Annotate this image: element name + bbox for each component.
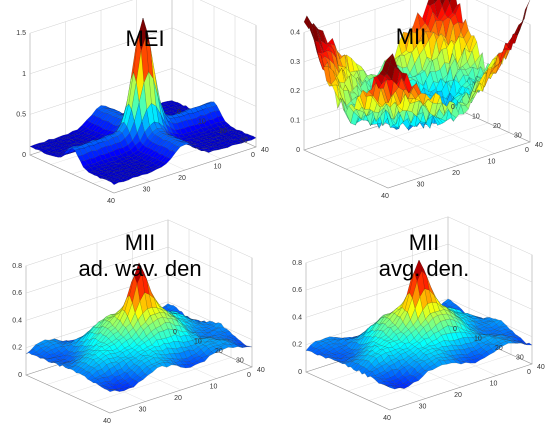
- x-tick-label: 20: [452, 170, 460, 177]
- ticks: 0 0.2 0.4 0.6 0.8 40 30 20 10 0 0 10 20 30 40: [12, 263, 265, 425]
- z-tick-label: 0.2: [292, 342, 302, 349]
- z-tick-label: 0.4: [12, 317, 22, 324]
- z-tick-label: 1: [22, 71, 26, 78]
- y-tick-label: 40: [257, 367, 265, 374]
- surface: [29, 17, 257, 185]
- z-tick-label: 0: [22, 152, 26, 159]
- panel-title: MII: [396, 24, 427, 49]
- panel-mii-avg: 0 0.2 0.4 0.6 0.8 40 30 20 10 0 0 10 20 30 40 MII avg.…: [292, 216, 545, 422]
- y-tick-label: 30: [514, 133, 522, 140]
- grid-line: [368, 354, 512, 401]
- z-tick-label: 0.3: [290, 59, 300, 66]
- y-tick-label: 40: [537, 364, 545, 371]
- x-tick-label: 30: [417, 182, 425, 189]
- z-tick-label: 0.2: [12, 345, 22, 352]
- surface-patch: [386, 385, 396, 390]
- surface: [305, 259, 533, 390]
- z-tick-label: 0: [296, 147, 300, 154]
- surface: [303, 0, 531, 131]
- y-tick-label: 30: [240, 138, 248, 145]
- z-tick-label: 0.6: [292, 287, 302, 294]
- z-tick-label: 0: [298, 369, 302, 376]
- x-tick-label: 20: [454, 392, 462, 399]
- grid-line: [345, 122, 489, 170]
- y-tick-label: 10: [198, 119, 206, 126]
- z-tick-label: 0.5: [16, 111, 26, 118]
- x-tick-label: 30: [419, 404, 427, 411]
- x-tick-label: 0: [247, 372, 251, 379]
- z-tick-label: 0: [18, 372, 22, 379]
- z-tick-label: 1.5: [16, 30, 26, 37]
- panel-title-line-1: MII: [125, 230, 156, 255]
- grid-line: [29, 0, 257, 34]
- panel-mii-wav: 0 0.2 0.4 0.6 0.8 40 30 20 10 0 0 10 20 30 40 MII ad. …: [12, 219, 265, 425]
- x-tick-label: 0: [251, 152, 255, 159]
- surface-patch: [433, 0, 438, 4]
- ticks: 0 0.2 0.4 0.6 0.8 40 30 20 10 0 0 10 20 30 40: [292, 260, 545, 422]
- grid-line: [303, 0, 531, 33]
- panel-title: MEI: [125, 26, 164, 51]
- x-tick-label: 40: [381, 193, 389, 200]
- surface-patch: [106, 389, 115, 392]
- ticks: 0 0.1 0.2 0.3 0.4 40 30 20 10 0 0 10 20 30 40: [290, 29, 543, 200]
- y-tick-label: 20: [215, 348, 223, 355]
- z-tick-label: 0.8: [292, 260, 302, 267]
- y-tick-label: 40: [535, 142, 543, 149]
- y-tick-label: 40: [261, 147, 269, 154]
- x-tick-label: 40: [383, 415, 391, 422]
- y-tick-label: 10: [472, 114, 480, 121]
- grid-line: [366, 132, 510, 179]
- ticks: 0 0.5 1 1.5 40 30 20 10 0 0 10 20 30 40: [16, 30, 269, 205]
- y-tick-label: 20: [495, 345, 503, 352]
- x-tick-label: 40: [107, 198, 115, 205]
- z-tick-label: 0.1: [290, 118, 300, 125]
- panel-mii: 0 0.1 0.2 0.3 0.4 40 30 20 10 0 0 10 20 30 40 MII: [290, 0, 543, 200]
- z-tick-label: 0.4: [290, 29, 300, 36]
- y-tick-label: 0: [173, 329, 177, 336]
- x-tick-label: 10: [214, 164, 222, 171]
- y-tick-label: 30: [236, 358, 244, 365]
- z-tick-label: 0.8: [12, 263, 22, 270]
- y-tick-label: 0: [453, 326, 457, 333]
- y-tick-label: 0: [451, 104, 455, 111]
- x-tick-label: 10: [490, 381, 498, 388]
- surface-patch: [384, 53, 393, 64]
- x-tick-label: 20: [178, 175, 186, 182]
- x-tick-label: 10: [210, 384, 218, 391]
- y-tick-label: 20: [493, 123, 501, 130]
- x-tick-label: 0: [527, 369, 531, 376]
- x-tick-label: 20: [174, 395, 182, 402]
- z-tick-label: 0.4: [292, 314, 302, 321]
- x-tick-label: 10: [488, 159, 496, 166]
- z-tick-label: 0.6: [12, 290, 22, 297]
- z-tick-label: 0.2: [290, 88, 300, 95]
- x-tick-label: 40: [103, 418, 111, 425]
- x-tick-label: 30: [139, 407, 147, 414]
- y-tick-label: 10: [194, 339, 202, 346]
- surface: [25, 262, 253, 392]
- y-tick-label: 20: [219, 128, 227, 135]
- panel-title-line-1: MII: [409, 230, 440, 255]
- y-tick-label: 0: [177, 109, 181, 116]
- panel-title-line-2: ad. wav. den: [78, 256, 201, 281]
- grid-line: [88, 357, 232, 404]
- x-tick-label: 30: [143, 187, 151, 194]
- surface-patch: [110, 181, 120, 185]
- panel-mei: 0 0.5 1 1.5 40 30 20 10 0 0 10 20 30 40 MEI: [16, 0, 269, 205]
- y-tick-label: 30: [516, 355, 524, 362]
- x-tick-label: 0: [525, 147, 529, 154]
- y-tick-label: 10: [474, 336, 482, 343]
- panel-title-line-2: avg. den.: [379, 256, 470, 281]
